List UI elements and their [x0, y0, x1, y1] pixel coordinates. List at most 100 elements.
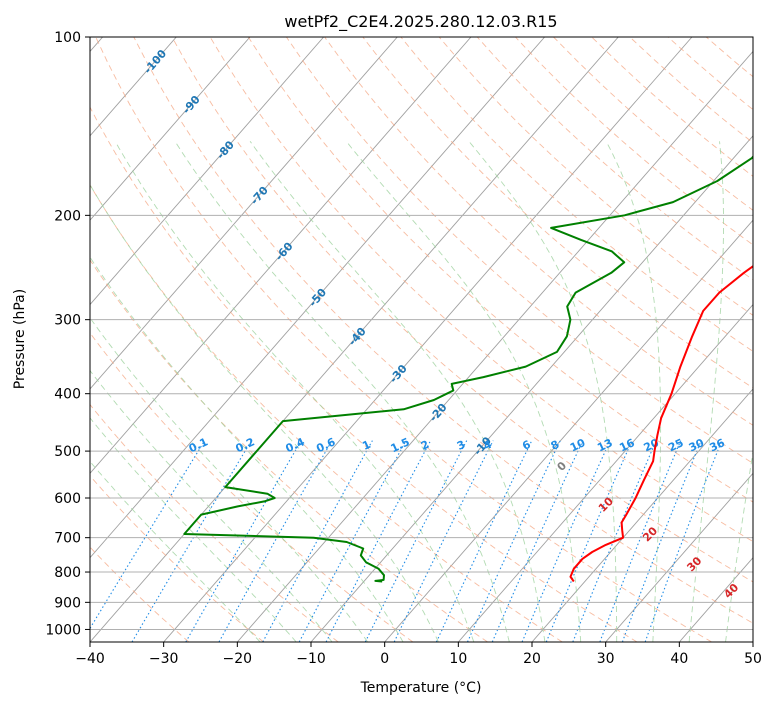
mixing-ratio-line [491, 440, 584, 642]
mixing-ratio-line [218, 440, 333, 642]
y-axis-title: Pressure (hPa) [12, 289, 28, 389]
mixing-ratio-label: 2 [419, 438, 431, 453]
isotherm-line [90, 37, 619, 642]
moist-adiabat-line [90, 460, 261, 642]
moist-adiabat-line [468, 141, 618, 642]
isotherm-line [678, 556, 753, 642]
x-tick-label: 20 [523, 651, 541, 667]
moist-adiabat-line [90, 256, 404, 642]
y-tick-label: 400 [54, 387, 81, 403]
pressure-gridlines [90, 37, 753, 630]
mixing-ratio-label: 10 [568, 436, 588, 454]
dry-adiabat-line [90, 403, 339, 642]
moist-adiabat-line [90, 317, 368, 642]
isotherm-line [531, 388, 753, 642]
dry-adiabat-line [90, 475, 264, 642]
moist-adiabat-label: 30 [684, 554, 704, 574]
y-tick-label: 1000 [45, 622, 81, 638]
isotherm-line [163, 37, 693, 642]
mixing-ratio-label: 16 [617, 436, 637, 454]
dry-adiabat-line [286, 37, 753, 464]
isotherm-line [90, 37, 545, 559]
mixing-ratio-label: 6 [520, 438, 533, 453]
x-tick-label: −40 [75, 651, 105, 667]
mixing-ratio-label: 20 [642, 436, 662, 454]
x-tick-label: −30 [149, 651, 179, 667]
mixing-ratio-line [393, 440, 494, 642]
mixing-ratio-line [435, 440, 533, 642]
mixing-ratio-line [644, 440, 723, 642]
dry-adiabat-line [705, 37, 753, 78]
isotherm-line [752, 641, 753, 642]
mixing-ratio-line [131, 440, 252, 642]
y-axis-ticks: 100 200 300 400 500 600 700 800 900 1000 [45, 30, 90, 638]
mixing-ratio-label: 0.4 [284, 435, 307, 455]
x-tick-label: 10 [449, 651, 467, 667]
y-tick-label: 700 [54, 531, 81, 547]
mixing-ratio-line [90, 440, 206, 630]
moist-adiabat-line [90, 183, 439, 642]
isotherm-line [90, 37, 324, 306]
isotherm-line [90, 37, 472, 474]
x-tick-label: −10 [296, 651, 326, 667]
mixing-ratio-label: 36 [707, 436, 727, 454]
dry-adiabat-line [209, 37, 753, 543]
isotherm-line [236, 50, 753, 642]
mixing-ratio-line [521, 440, 611, 642]
y-tick-label: 500 [54, 444, 81, 460]
x-tick-label: 30 [597, 651, 615, 667]
y-tick-label: 100 [54, 30, 81, 46]
isotherm-line [90, 37, 398, 390]
moist-adiabat-line [249, 141, 546, 642]
dry-adiabat-line [171, 37, 753, 583]
mixing-ratio-label: 0.6 [314, 435, 337, 455]
x-tick-label: 0 [380, 651, 389, 667]
dry-adiabat-line [667, 37, 753, 111]
mixing-ratio-label: 13 [595, 436, 614, 454]
dry-adiabat-line [515, 37, 753, 246]
mixing-ratio-line [466, 440, 561, 642]
y-tick-label: 800 [54, 565, 81, 581]
dry-adiabat-line [247, 37, 753, 503]
y-tick-label: 900 [54, 595, 81, 611]
y-tick-label: 600 [54, 491, 81, 507]
mixing-ratio-line [364, 440, 468, 642]
moist-adiabat-line [114, 141, 475, 642]
isotherm-line [605, 472, 753, 642]
dry-adiabat-line [438, 37, 753, 316]
temperature-profile-line [569, 265, 753, 583]
mixing-ratio-line [185, 440, 302, 642]
isotherm-line [457, 303, 753, 642]
x-tick-label: 40 [670, 651, 688, 667]
x-axis-ticks: −40 −30 −20 −10 0 10 20 30 40 50 [75, 642, 762, 667]
mixing-ratio-line [262, 440, 373, 642]
y-tick-label: 200 [54, 208, 81, 224]
dry-adiabat-line [90, 259, 488, 642]
mixing-ratio-label: 1.5 [389, 435, 412, 455]
dry-adiabat-line [133, 37, 753, 624]
moist-adiabat-line [345, 141, 582, 642]
isotherm-line [384, 219, 753, 642]
dry-adiabat-line [90, 546, 190, 642]
isotherm-line [90, 37, 251, 221]
dewpoint-profile-line [183, 155, 753, 583]
x-tick-label: 50 [744, 651, 762, 667]
x-tick-label: −20 [223, 651, 253, 667]
moist-adiabat-line [90, 417, 297, 642]
plot-frame [89, 36, 754, 643]
y-tick-label: 300 [54, 313, 81, 329]
plot-area: -100-90-80-70-60-50-40-30-20-100.1 0.2 0.4… [90, 37, 753, 642]
isotherm-lines [90, 37, 753, 642]
isotherm-label: -100 [141, 47, 169, 77]
sounding-series [183, 155, 753, 583]
dry-adiabat-line [90, 184, 563, 642]
mixing-ratio-label: 25 [666, 436, 685, 454]
dry-adiabat-lines [90, 37, 753, 642]
mixing-ratio-label: 30 [687, 436, 707, 454]
mixing-ratio-label: 1 [360, 438, 372, 453]
chart-title: wetPf2_C2E4.2025.280.12.03.R15 [284, 12, 557, 32]
dry-adiabat-line [90, 106, 638, 642]
mixing-ratio-label: 0.1 [187, 435, 210, 455]
dry-adiabat-line [95, 37, 712, 642]
